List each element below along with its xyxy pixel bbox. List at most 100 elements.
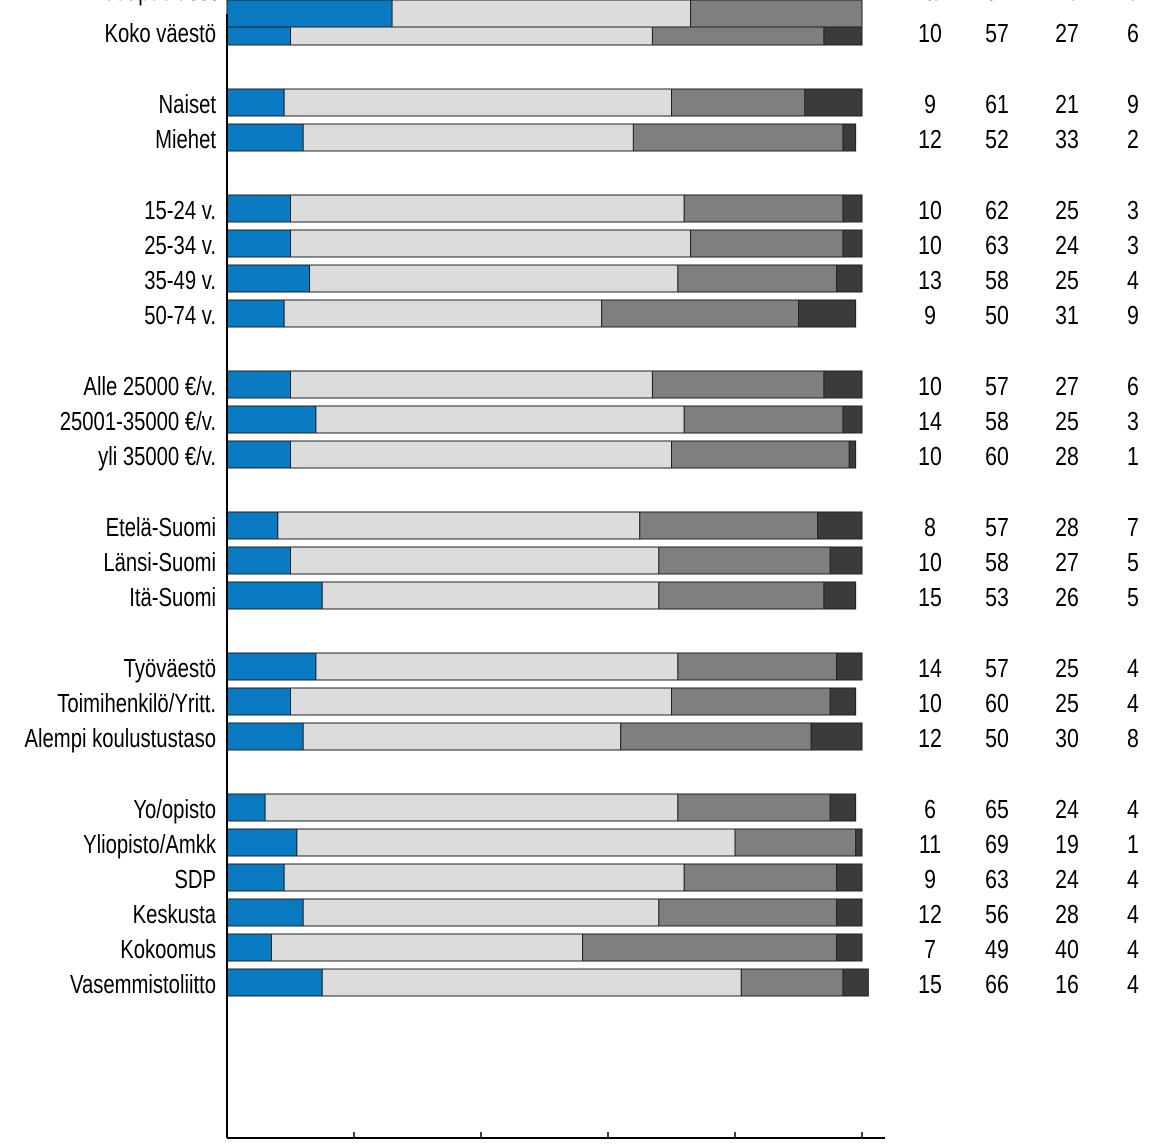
value-label: 6 xyxy=(1127,19,1139,49)
value-label: 69 xyxy=(985,830,1009,860)
value-label: 9 xyxy=(924,90,936,120)
bar-seg-darkgray xyxy=(855,828,863,857)
category-label: yli 35000 €/v. xyxy=(98,442,216,471)
bar-seg-gray xyxy=(671,88,806,117)
value-label: 16 xyxy=(1055,970,1079,1000)
value-label: 5 xyxy=(1127,548,1139,578)
category-label: Naiset xyxy=(159,90,217,119)
value-label: 60 xyxy=(985,442,1009,472)
bar-seg-lightgray xyxy=(302,123,634,152)
category-label: Vasemmistoliitto xyxy=(70,970,216,999)
bar-seg-darkgray xyxy=(836,264,863,293)
value-label: 14 xyxy=(918,654,942,684)
bar-seg-gray xyxy=(677,264,838,293)
category-label: 35-49 v. xyxy=(144,266,216,295)
bar-seg-darkgray xyxy=(823,581,857,610)
value-label: 52 xyxy=(985,125,1009,155)
value-label: 25 xyxy=(1055,689,1079,719)
category-label: Länsi-Suomi xyxy=(103,548,216,577)
value-label: 24 xyxy=(1055,231,1079,261)
bar-seg-darkgray xyxy=(842,229,863,258)
value-label: 58 xyxy=(985,266,1009,296)
value-label: 25 xyxy=(1055,266,1079,296)
value-label: 4 xyxy=(1127,970,1139,1000)
bar-seg-darkgray xyxy=(823,370,863,399)
category-label: Kokoomus xyxy=(120,935,216,964)
value-label: 9 xyxy=(1127,90,1139,120)
value-label: 15 xyxy=(918,583,942,613)
value-label: 12 xyxy=(918,724,942,754)
bar-seg-lightgray xyxy=(270,933,584,962)
value-label: 8 xyxy=(924,513,936,543)
value-label: 12 xyxy=(918,125,942,155)
bar-seg-gray xyxy=(690,0,863,28)
bar-seg-lightgray xyxy=(283,863,685,892)
bar-seg-gray xyxy=(658,581,825,610)
value-label: 26 xyxy=(918,0,942,7)
bar-seg-lightgray xyxy=(283,88,672,117)
bar-seg-lightgray xyxy=(290,194,685,223)
bar-seg-lightgray xyxy=(290,370,653,399)
bar-seg-gray xyxy=(677,793,831,822)
value-label: 65 xyxy=(985,795,1009,825)
value-label: 2 xyxy=(1127,125,1139,155)
value-label: 12 xyxy=(1121,0,1145,7)
bar-seg-darkgray xyxy=(829,793,857,822)
bar-seg-blue xyxy=(226,793,266,822)
value-label: 63 xyxy=(985,865,1009,895)
value-label: 15 xyxy=(918,970,942,1000)
bar-seg-darkgray xyxy=(836,898,863,927)
bar-seg-blue xyxy=(226,581,323,610)
bar-seg-gray xyxy=(683,194,844,223)
value-label: 10 xyxy=(918,689,942,719)
category-label: Toimihenkilö/Yritt. xyxy=(57,689,216,718)
value-label: 7 xyxy=(1127,513,1139,543)
value-label: 19 xyxy=(1055,830,1079,860)
bar-seg-blue xyxy=(226,194,291,223)
value-label: 4 xyxy=(1127,865,1139,895)
category-label: Vihreät xyxy=(152,0,216,6)
bar-seg-gray xyxy=(651,370,825,399)
value-label: 40 xyxy=(1055,935,1079,965)
category-label: Yo/opisto xyxy=(133,795,216,824)
value-label: 1 xyxy=(1127,0,1139,7)
bar-seg-gray xyxy=(658,546,831,575)
value-label: 57 xyxy=(985,654,1009,684)
bar-seg-blue xyxy=(226,898,304,927)
value-label: 27 xyxy=(1055,0,1079,7)
value-label: 13 xyxy=(918,266,942,296)
bar-seg-lightgray xyxy=(290,546,660,575)
value-label: 0 xyxy=(924,0,936,7)
value-label: 9 xyxy=(1127,301,1139,331)
bar-seg-lightgray xyxy=(315,405,685,434)
value-label: 56 xyxy=(985,900,1009,930)
value-label: 27 xyxy=(1055,0,1079,7)
value-label: 4 xyxy=(1127,654,1139,684)
value-label: 10 xyxy=(918,372,942,402)
bar-seg-darkgray xyxy=(842,123,857,152)
bar-seg-gray xyxy=(601,299,800,328)
value-label: 7 xyxy=(924,935,936,965)
bar-seg-blue xyxy=(226,0,393,28)
bar-seg-darkgray xyxy=(817,511,863,540)
bar-seg-darkgray xyxy=(810,722,863,751)
bar-seg-darkgray xyxy=(829,687,857,716)
bar-seg-darkgray xyxy=(836,933,863,962)
bar-seg-darkgray xyxy=(829,546,863,575)
value-label: 5 xyxy=(1127,583,1139,613)
value-label: 61 xyxy=(985,90,1009,120)
value-label: 10 xyxy=(918,442,942,472)
value-label: 57 xyxy=(985,19,1009,49)
value-label: 3 xyxy=(1127,231,1139,261)
value-label: 28 xyxy=(1055,900,1079,930)
value-label: 21 xyxy=(1055,90,1079,120)
value-label: 4 xyxy=(1127,689,1139,719)
value-label: 25 xyxy=(1055,654,1079,684)
bar-seg-lightgray xyxy=(321,968,742,997)
bar-seg-darkgray xyxy=(842,405,863,434)
bar-seg-gray xyxy=(620,722,812,751)
category-label: Miehet xyxy=(155,125,216,154)
bar-seg-lightgray xyxy=(321,581,660,610)
bar-seg-blue xyxy=(226,511,279,540)
bar-seg-gray xyxy=(740,968,844,997)
